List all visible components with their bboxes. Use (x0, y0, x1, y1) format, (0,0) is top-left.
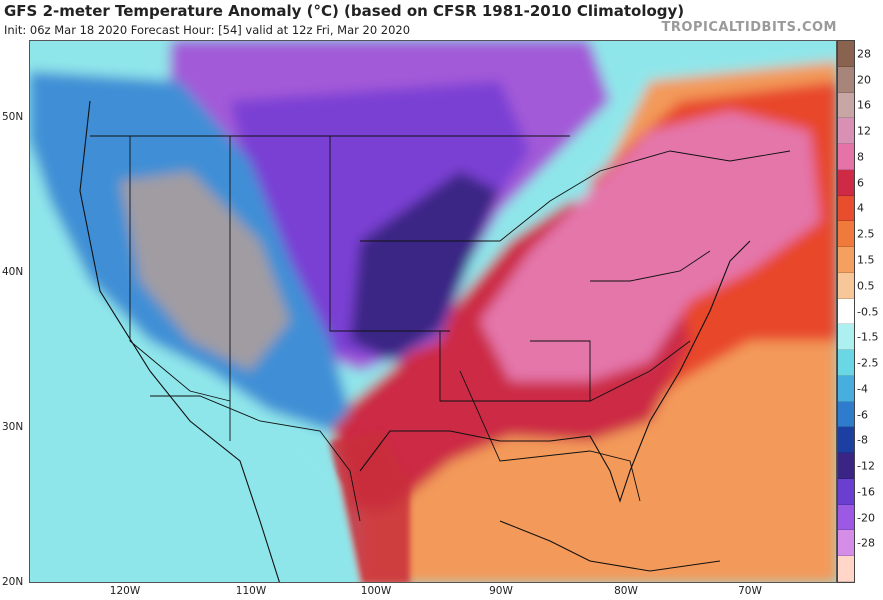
anomaly-map[interactable] (29, 40, 837, 583)
forecast-info: Init: 06z Mar 18 2020 Forecast Hour: [54… (4, 23, 411, 37)
color-scale-swatch (838, 92, 854, 119)
lat-label: 20N (2, 576, 24, 588)
northeast-pink-region (480, 111, 820, 381)
color-scale-tick-label: -28 (857, 536, 875, 550)
mexico-red-region (330, 431, 410, 582)
color-scale-swatch (838, 298, 854, 325)
color-scale-tick-label: -8 (857, 433, 868, 447)
lat-label: 40N (2, 266, 24, 278)
brand-watermark[interactable]: TROPICALTIDBITS.COM (661, 20, 837, 35)
color-scale-swatch (838, 427, 854, 454)
color-scale-swatch (838, 195, 854, 222)
mexico-cyan-region (190, 401, 380, 582)
color-scale-bar (837, 40, 855, 583)
color-scale-swatch (838, 66, 854, 93)
lon-label: 80W (614, 585, 638, 597)
color-scale-swatch (838, 478, 854, 505)
state-borders (90, 135, 791, 522)
color-scale-tick-label: 20 (857, 73, 871, 87)
coastlines (79, 100, 751, 582)
color-scale-swatch (838, 247, 854, 273)
color-scale-tick-label: 2.5 (857, 227, 875, 241)
color-scale-swatch (838, 324, 854, 351)
color-scale-tick-label: -0.5 (857, 305, 879, 318)
color-scale-swatch (838, 41, 854, 67)
color-scale-swatch (838, 350, 854, 376)
color-scale-swatch (838, 272, 854, 299)
color-scale-tick-label: -6 (857, 408, 868, 422)
rockies-mixed-region (120, 171, 290, 371)
color-scale-tick-label: -12 (857, 459, 875, 473)
color-scale-swatch (838, 556, 854, 582)
color-scale-tick-label: -16 (857, 485, 875, 499)
color-scale-tick-label: 16 (857, 98, 871, 112)
color-scale-tick-label: 28 (857, 47, 871, 61)
map-title: GFS 2-meter Temperature Anomaly (°C) (ba… (4, 2, 685, 20)
color-scale-tick-label: 1.5 (857, 253, 875, 267)
color-scale-tick-label: 6 (857, 176, 864, 190)
color-scale-swatch (838, 453, 854, 479)
color-scale-tick-label: -1.5 (857, 330, 879, 344)
color-scale-swatch (838, 375, 854, 402)
color-scale-swatch (838, 530, 854, 557)
lon-label: 70W (738, 585, 762, 597)
lon-label: 120W (109, 585, 141, 597)
lat-label: 50N (2, 111, 24, 123)
color-scale-tick-label: -20 (857, 511, 875, 525)
lon-label: 90W (489, 585, 513, 597)
color-scale-tick-label: 4 (857, 201, 864, 215)
color-scale-tick-label: -2.5 (857, 356, 879, 370)
midwest-deep-region (350, 171, 500, 361)
color-scale-swatch (838, 169, 854, 196)
lon-label: 100W (360, 585, 392, 597)
color-scale-tick-label: 12 (857, 124, 871, 138)
color-scale-swatch (838, 118, 854, 145)
anomaly-map-canvas (30, 41, 836, 582)
color-scale-tick-label: 8 (857, 150, 864, 164)
lat-label: 30N (2, 421, 24, 433)
color-scale-swatch (838, 144, 854, 170)
color-scale-swatch (838, 401, 854, 428)
color-scale-tick-label: -4 (857, 382, 868, 396)
color-scale-swatch (838, 504, 854, 531)
lon-label: 110W (235, 585, 267, 597)
color-scale-swatch (838, 221, 854, 248)
color-scale-tick-label: 0.5 (857, 279, 875, 293)
